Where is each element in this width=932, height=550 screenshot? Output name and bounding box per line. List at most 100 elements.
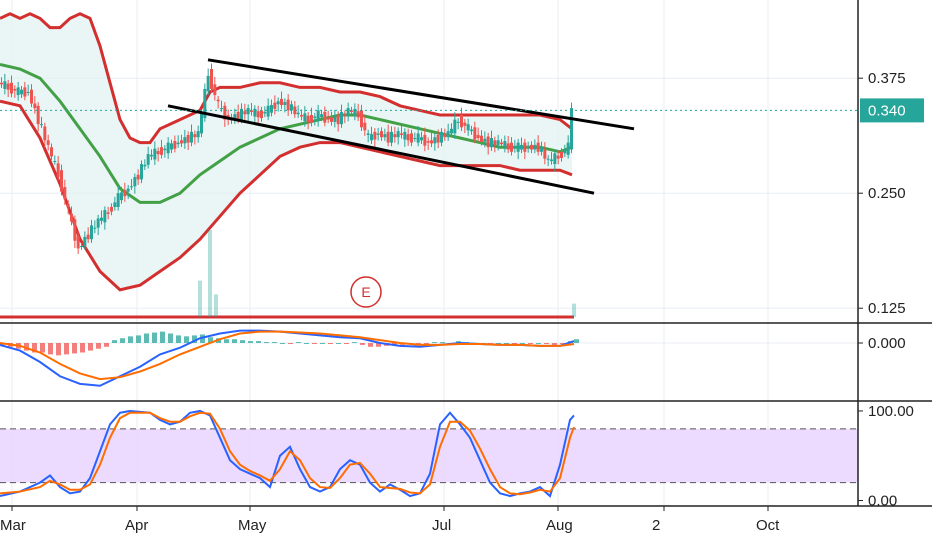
candle-body bbox=[433, 137, 437, 144]
candle-body bbox=[376, 133, 380, 135]
volume-bar bbox=[208, 230, 212, 317]
macd-histogram-bar bbox=[376, 343, 381, 347]
macd-histogram-bar bbox=[574, 339, 579, 343]
candle-body bbox=[13, 88, 17, 91]
candle-body bbox=[436, 134, 440, 143]
time-tick-label: Apr bbox=[125, 517, 148, 534]
candle-body bbox=[466, 124, 470, 131]
candle-body bbox=[20, 89, 23, 95]
macd-histogram-bar bbox=[256, 341, 261, 343]
current-price-label: 0.340 bbox=[868, 102, 906, 119]
candle-body bbox=[130, 186, 133, 188]
macd-histogram-bar bbox=[64, 343, 69, 355]
macd-signal-line bbox=[0, 330, 575, 381]
price-panel[interactable]: E bbox=[0, 12, 858, 319]
candle-body bbox=[263, 111, 267, 114]
candle-body bbox=[506, 143, 510, 150]
candle-body bbox=[343, 114, 347, 116]
candle-body bbox=[196, 131, 200, 138]
candle-body bbox=[3, 81, 7, 89]
stochastic-d-line bbox=[0, 411, 575, 496]
candle-body bbox=[186, 134, 190, 143]
candle-body bbox=[60, 170, 63, 192]
candle-body bbox=[350, 110, 353, 112]
candle-body bbox=[513, 147, 517, 149]
volume-bar bbox=[214, 294, 218, 317]
macd-histogram-bar bbox=[320, 343, 325, 344]
macd-histogram-bar bbox=[336, 343, 341, 344]
macd-histogram-bar bbox=[40, 343, 45, 353]
macd-histogram-bar bbox=[136, 335, 141, 343]
candle-body bbox=[93, 227, 97, 229]
candle-body bbox=[153, 148, 157, 160]
candle-body bbox=[33, 103, 37, 109]
candle-body bbox=[183, 137, 187, 144]
candle-body bbox=[293, 106, 297, 115]
candle-body bbox=[333, 117, 337, 122]
candle-body bbox=[410, 133, 413, 143]
candle-body bbox=[530, 144, 533, 150]
candle-body bbox=[556, 155, 560, 159]
candle-body bbox=[473, 127, 477, 140]
candle-body bbox=[50, 147, 53, 157]
candle-body bbox=[126, 188, 130, 192]
candle-body bbox=[346, 108, 350, 116]
candle-body bbox=[110, 207, 113, 212]
candle-body bbox=[313, 116, 317, 119]
candle-body bbox=[400, 133, 403, 135]
macd-histogram-bar bbox=[48, 343, 53, 355]
stochastic-k-line bbox=[0, 409, 575, 498]
candle-body bbox=[413, 138, 417, 139]
candle-body bbox=[170, 143, 173, 150]
candle-body bbox=[260, 110, 263, 119]
macd-histogram-bar bbox=[544, 343, 549, 344]
candle-body bbox=[306, 115, 310, 122]
macd-histogram-bar bbox=[32, 343, 37, 353]
candle-body bbox=[210, 69, 213, 89]
bollinger-band-fill bbox=[0, 13, 572, 290]
macd-histogram-bar bbox=[520, 343, 525, 344]
macd-histogram-bar bbox=[128, 336, 133, 343]
candle-body bbox=[416, 133, 420, 143]
candle-body bbox=[516, 142, 520, 152]
candle-body bbox=[0, 82, 3, 85]
macd-panel[interactable] bbox=[0, 329, 579, 387]
stochastic-panel[interactable] bbox=[0, 409, 858, 498]
candle-body bbox=[250, 110, 253, 112]
macd-histogram-bar bbox=[416, 343, 421, 344]
candle-body bbox=[160, 147, 163, 155]
macd-histogram-bar bbox=[24, 343, 29, 351]
candle-body bbox=[276, 101, 280, 105]
macd-histogram-bar bbox=[528, 343, 533, 344]
trend-channel-line[interactable] bbox=[167, 104, 595, 195]
macd-histogram-bar bbox=[264, 342, 269, 344]
candle-body bbox=[420, 137, 423, 141]
candle-body bbox=[490, 138, 493, 148]
candle-body bbox=[353, 108, 357, 117]
macd-histogram-bar bbox=[344, 343, 349, 344]
earnings-marker[interactable] bbox=[350, 276, 382, 308]
macd-histogram-bar bbox=[160, 331, 165, 343]
candle-body bbox=[66, 203, 70, 207]
candle-body bbox=[373, 131, 377, 140]
candle-body bbox=[290, 104, 293, 111]
current-price-badge[interactable] bbox=[860, 98, 924, 123]
macd-histogram-bar bbox=[88, 343, 93, 351]
candle-body bbox=[553, 153, 557, 165]
macd-histogram-bar bbox=[80, 343, 85, 353]
candle-body bbox=[246, 108, 250, 115]
candle-body bbox=[330, 117, 333, 122]
candle-body bbox=[116, 193, 120, 207]
trend-channel-line[interactable] bbox=[207, 58, 635, 131]
candle-body bbox=[140, 164, 143, 180]
candle-body bbox=[326, 118, 330, 120]
macd-histogram-bar bbox=[96, 343, 101, 349]
candle-body bbox=[503, 141, 507, 149]
candle-body bbox=[406, 134, 410, 141]
volume-bar bbox=[198, 280, 202, 317]
price-tick-label: 0.250 bbox=[868, 185, 906, 202]
candle-body bbox=[190, 131, 193, 143]
candle-body bbox=[143, 164, 147, 167]
macd-histogram-bar bbox=[200, 334, 205, 343]
